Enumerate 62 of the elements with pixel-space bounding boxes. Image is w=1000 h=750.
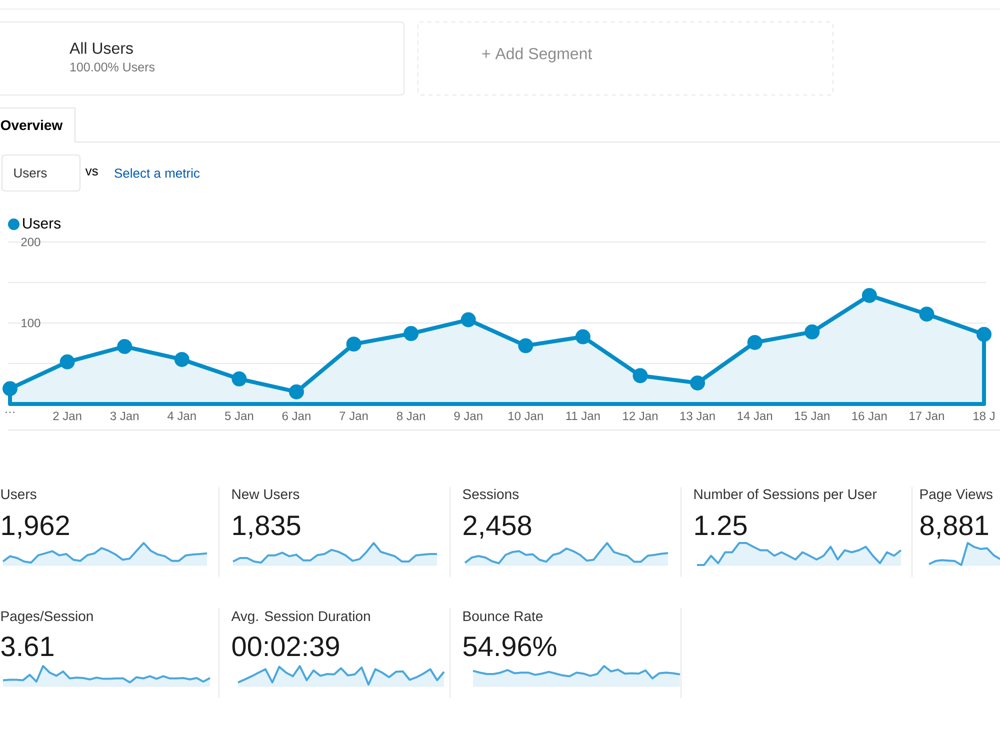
x-tick-label: 3 Jan [110,412,138,420]
text: Overview [0,120,63,130]
x-tick-label: 6 Jan [282,412,310,420]
point [460,312,476,328]
legend-label: Users [23,218,61,229]
chart-title: Sessions [462,488,519,500]
point [632,368,648,384]
x-tick-label: 17 Jan [910,412,944,420]
x-tick-label: 4 Jan [167,412,196,420]
chart-subtitle: 1.25 [695,515,747,536]
chart-subtitle: 3.61 [1,636,54,656]
x-tick-label: 18 J [974,412,994,420]
x-tick-label: 7 Jan [340,412,368,420]
x-tick-label: 9 Jan [454,412,482,420]
x-tick-label: 5 Jan [224,412,254,420]
chart-title: New Users [232,489,300,500]
point [690,375,706,390]
chart-title: Avg. Session Duration [231,610,370,624]
point [2,381,18,396]
text: + Add Segment [482,48,592,62]
point [117,339,132,354]
text: Users [14,168,47,178]
text: vs [85,168,98,176]
point [174,352,190,367]
chart-title: Number of Sessions per User [694,488,877,502]
point [60,354,75,370]
y-tick-label: 200 [21,238,40,246]
point [862,288,877,303]
chart-subtitle: 1,962 [2,515,69,539]
point [976,326,992,342]
chart-subtitle: 8,881 [920,515,988,539]
x-tick-label: 15 Jan [795,412,830,420]
chart-subtitle: 1,835 [233,515,300,539]
x-tick-label: 13 Jan [680,412,715,420]
point [919,306,934,322]
chart-subtitle: 2,458 [464,515,532,539]
point [232,371,247,386]
y-tick-label: 100 [22,318,40,328]
x-tick-label: 2 Jan [53,412,82,420]
text: 100.00% Users [70,62,155,72]
x-tick-label: 12 Jan [623,412,658,420]
text: Select a metric [114,168,200,178]
chart-title: Pages/Session [1,610,93,624]
x-tick-label: 11 Jan [566,412,600,420]
chart-title: Bounce Rate [463,611,543,622]
point [747,334,762,350]
x-tick-label: 16 Jan [852,412,887,420]
point [804,324,820,340]
chart-subtitle: 54.96% [463,636,556,656]
text: All Users [70,42,133,54]
point [346,336,362,352]
point [288,384,304,400]
chart-title: Page Views [920,488,992,502]
point [404,326,419,342]
x-tick-label: 14 Jan [738,412,772,420]
point [575,329,590,344]
x-tick-label: … [6,412,14,413]
chart-subtitle: 00:02:39 [232,636,339,656]
chart-title: Users [1,489,36,500]
point [518,338,534,354]
x-tick-label: 8 Jan [396,412,425,420]
x-tick-label: 10 Jan [508,412,543,420]
